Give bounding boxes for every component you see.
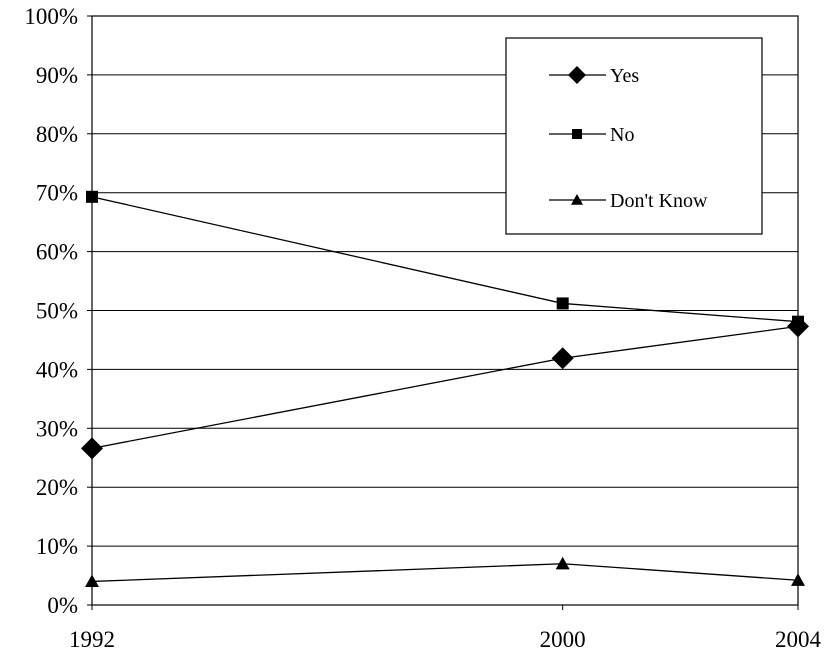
series-line-don-t-know (91, 563, 799, 583)
series-lines (81, 190, 809, 588)
x-tick-label: 1992 (69, 627, 115, 652)
legend-marker-yes (568, 66, 586, 84)
legend-label-no: No (610, 124, 634, 146)
data-point-don-t-know-1992 (85, 574, 99, 588)
legend-label-don-t-know: Don't Know (610, 190, 708, 212)
y-tick-labels: 0% 10% 20% 30% 40% 50% 60% 70% 80% 90% 100% (24, 4, 78, 618)
y-tick-label: 60% (36, 240, 78, 265)
data-point-yes-1992 (81, 437, 103, 460)
legend: Yes No Don't Know (505, 37, 763, 235)
data-point-no-2000 (556, 297, 569, 310)
data-point-don-t-know-2004 (791, 573, 805, 586)
y-tick-label: 20% (36, 475, 78, 500)
x-tick-labels: 1992 2000 2004 (69, 627, 822, 652)
y-tick-label: 70% (36, 181, 78, 206)
series-yes (81, 315, 809, 460)
y-tick-label: 100% (24, 4, 78, 29)
legend-marker-no (572, 129, 582, 139)
legend-box (505, 37, 763, 235)
x-tick-label: 2000 (540, 627, 586, 652)
y-tick-label: 30% (36, 416, 78, 441)
legend-marker-don-t-know (571, 194, 583, 205)
axes (87, 15, 799, 610)
data-point-yes-2000 (551, 347, 574, 370)
y-tick-label: 10% (36, 534, 78, 559)
y-tick-label: 80% (36, 122, 78, 147)
y-tick-label: 0% (47, 593, 78, 618)
data-point-no-1992 (86, 190, 98, 203)
series-don-t-know (85, 556, 805, 588)
y-tick-label: 90% (36, 63, 78, 88)
data-point-don-t-know-2000 (555, 556, 570, 570)
x-tick-label: 2004 (775, 627, 822, 652)
legend-label-yes: Yes (610, 65, 639, 87)
y-tick-label: 50% (36, 299, 78, 324)
y-tick-label: 40% (36, 357, 78, 382)
series-no (86, 190, 804, 328)
data-point-no-2004 (792, 315, 804, 328)
series-line-yes (91, 325, 799, 449)
